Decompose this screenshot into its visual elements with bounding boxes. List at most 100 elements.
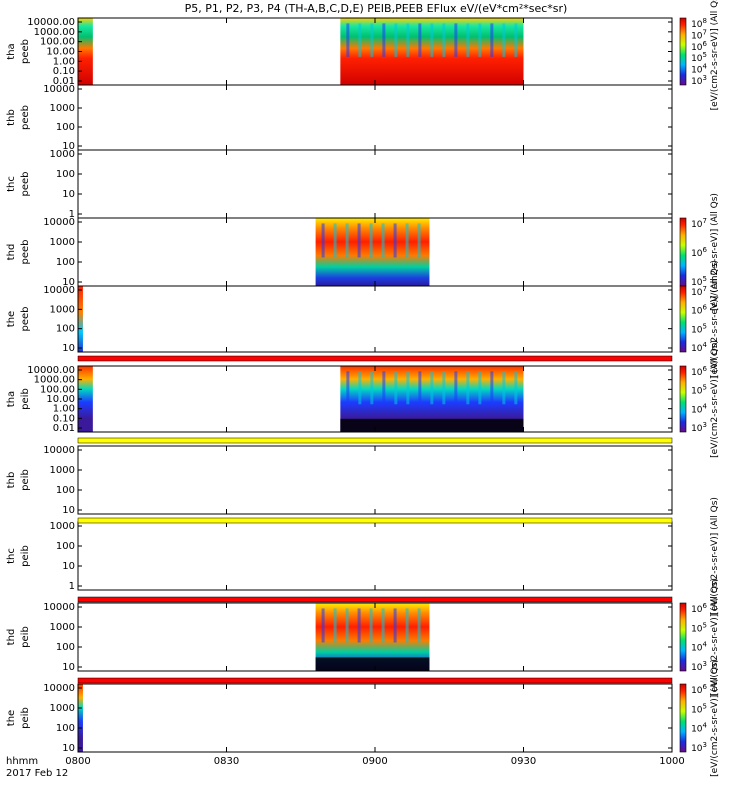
y-tick-label: 10000	[43, 683, 75, 694]
panel-probe-label: the	[6, 311, 17, 327]
y-tick-label: 100	[56, 122, 75, 133]
colorbar-tick-label: 103	[691, 741, 707, 754]
panel-probe-label: thc	[6, 548, 17, 564]
spectrogram-streak	[466, 23, 470, 57]
spectrogram-streak	[417, 608, 421, 643]
spectrogram-streak	[514, 371, 518, 405]
panel-probe-label: thc	[6, 176, 17, 192]
colorbar-tick-label: 103	[691, 421, 707, 434]
colorbar-tick-label: 105	[691, 702, 707, 715]
colorbar	[679, 683, 687, 753]
colorbar-label: [eV/(cm2-s-sr-eV)] (All Qs)	[710, 193, 720, 311]
y-tick-label: 1000	[50, 237, 75, 248]
spectrogram-streak	[321, 223, 325, 258]
y-tick-label: 1000.00	[34, 27, 75, 38]
y-tick-label: 100	[56, 257, 75, 268]
colorbar-tick-label: 106	[691, 602, 707, 615]
colorbar-tick-label: 105	[691, 384, 707, 397]
spectrogram-streak	[502, 23, 506, 57]
y-tick-label: 100	[56, 169, 75, 180]
y-tick-label: 10000	[43, 445, 75, 456]
colorbar-label: [eV/(cm2-s-sr-eV)] (All Qs)	[710, 497, 720, 615]
y-tick-label: 0.10	[53, 66, 75, 77]
panel-probe-label: thd	[6, 629, 17, 646]
panel-thd-peib: thd peib 10000 1000 100 10 106 105 104 103 [eV/(cm…	[6, 578, 720, 696]
colorbar-label: [eV/(cm2-s-sr-eV)] (All Qs)	[710, 260, 720, 378]
spectrogram-streak	[369, 223, 373, 258]
panel-frame	[77, 84, 673, 151]
spectrogram-streak	[514, 23, 518, 57]
panel-tha-peib: tha peib 10000.001000.00100.0010.001.000.1…	[6, 340, 720, 458]
spectrogram-streak	[381, 608, 385, 643]
spectrogram-streak	[370, 371, 374, 405]
colorbar-tick-label: 106	[691, 304, 707, 317]
panel-product-label: peeb	[20, 39, 31, 64]
spectrogram-streak	[369, 608, 373, 643]
separator-bar-yellow	[77, 517, 673, 524]
panel-probe-label: thd	[6, 244, 17, 261]
panel-frame	[77, 445, 673, 515]
y-tick-label: 10	[62, 505, 75, 516]
y-tick-label: 100	[56, 723, 75, 734]
y-tick-label: 10000.00	[27, 365, 75, 376]
spectrogram-block	[78, 366, 93, 432]
panel-product-label: peib	[20, 626, 31, 648]
colorbar-label: [eV/(cm2-s-sr-eV)] (All Qs)	[710, 0, 720, 110]
panel-frame	[77, 683, 673, 753]
spectrogram-streak	[345, 223, 349, 258]
spectrogram-streak	[454, 371, 458, 405]
colorbar	[679, 17, 687, 86]
y-tick-label: 10000	[43, 217, 75, 228]
y-tick-label: 100.00	[40, 37, 75, 48]
panel-product-label: peib	[20, 707, 31, 729]
y-tick-label: 0.01	[53, 76, 75, 87]
spectrogram-streak	[393, 223, 397, 258]
spectrogram-streak	[394, 371, 398, 405]
spectrogram-streak	[406, 371, 410, 405]
panel-product-label: peeb	[20, 172, 31, 197]
colorbar-tick-label: 104	[691, 341, 707, 354]
colorbar-tick-label: 105	[691, 621, 707, 634]
panel-probe-label: tha	[6, 391, 17, 407]
spectrogram-streak	[370, 23, 374, 57]
y-tick-label: 1000	[50, 465, 75, 476]
y-tick-label: 1000	[50, 703, 75, 714]
colorbar-tick-label: 106	[691, 683, 707, 696]
y-tick-label: 100	[56, 642, 75, 653]
spectrogram-streak	[358, 371, 362, 405]
spectrogram-streak	[406, 23, 410, 57]
panel-product-label: peeb	[20, 240, 31, 265]
y-tick-label: 10000	[43, 602, 75, 613]
figure-title: P5, P1, P2, P3, P4 (TH-A,B,C,D,E) PEIB,P…	[185, 2, 568, 15]
spectrogram-streak	[490, 371, 494, 405]
spectrogram-streak	[418, 371, 422, 405]
colorbar-tick-label: 106	[691, 40, 707, 53]
panel-product-label: peeb	[20, 307, 31, 332]
colorbar-tick-label: 104	[691, 402, 707, 415]
spectrogram-streak	[358, 23, 362, 57]
colorbar-tick-label: 104	[691, 722, 707, 735]
colorbar-tick-label: 105	[691, 51, 707, 64]
y-tick-label: 1000.00	[34, 375, 75, 386]
panel-tha-peeb: tha peeb 10000.001000.00100.0010.001.000.1…	[6, 0, 720, 110]
y-tick-label: 10	[62, 141, 75, 152]
panel-thd-peeb: thd peeb 10000 1000 100 10 107 106 105 [eV/(cm2-s…	[6, 193, 720, 311]
time-tick-label: 1000	[659, 756, 684, 767]
y-tick-label: 10	[62, 743, 75, 754]
colorbar-tick-label: 107	[691, 217, 707, 230]
colorbar-tick-label: 107	[691, 285, 707, 298]
spectrogram-streak	[321, 608, 325, 643]
panel-the-peeb: the peeb 10000 1000 100 10 107 106 105 104 [eV/(cm…	[6, 260, 720, 378]
spectrogram-streak	[393, 608, 397, 643]
panel-product-label: peib	[20, 545, 31, 567]
colorbar	[679, 285, 687, 353]
y-tick-label: 10	[62, 561, 75, 572]
separator-bar-yellow	[77, 437, 673, 444]
y-tick-label: 10	[62, 662, 75, 673]
y-tick-label: 100	[56, 541, 75, 552]
y-tick-label: 1000	[50, 149, 75, 160]
y-tick-label: 0.10	[53, 413, 75, 424]
hhmm-label: hhmm	[6, 756, 38, 767]
time-tick-labels: 0800 0830 0900 0930 1000	[65, 756, 684, 767]
y-tick-label: 1	[69, 209, 75, 220]
